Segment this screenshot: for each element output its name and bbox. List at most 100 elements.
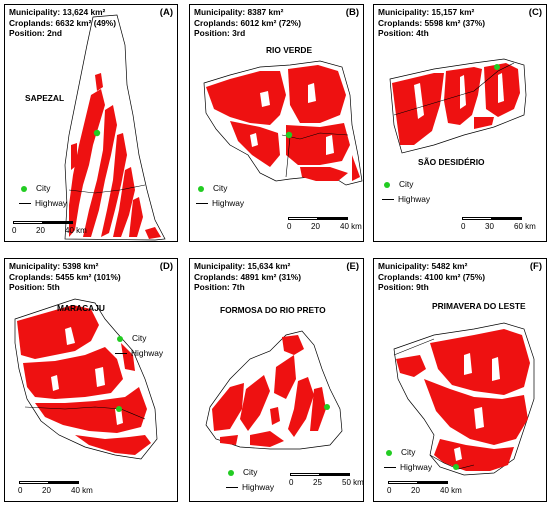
legend-city-label: City	[132, 333, 147, 343]
scale-tick: 0	[12, 226, 17, 235]
scale-bar: 0 20 40 km	[287, 217, 362, 233]
panel-stats: Municipality: 5482 km² Croplands: 4100 k…	[378, 261, 485, 293]
cropland-area: Croplands: 4891 km² (31%)	[194, 271, 302, 282]
city-marker	[453, 464, 459, 470]
scale-tick: 25	[313, 478, 322, 487]
legend-highway-label: Highway	[212, 198, 245, 208]
maracaju-gaps	[51, 327, 123, 425]
legend-highway-label: Highway	[35, 198, 68, 208]
panel-letter: (E)	[346, 261, 359, 272]
city-legend-icon	[384, 181, 390, 188]
scale-tick: 20	[411, 486, 420, 495]
sao-desiderio-map	[389, 58, 527, 154]
cropland-area: Croplands: 5455 km² (101%)	[9, 271, 121, 282]
municipality-area: Municipality: 15,634 km²	[194, 261, 291, 271]
primavera-do-leste-map	[393, 322, 535, 476]
municipality-name: MARACAJU	[57, 303, 105, 313]
sapezal-map	[64, 14, 166, 241]
highway-legend-icon	[19, 203, 31, 204]
map-legend: City Highway	[115, 331, 163, 361]
rank-position: Position: 5th	[9, 282, 60, 292]
cropland-area: Croplands: 6012 km² (72%)	[194, 17, 302, 28]
cropland-area: Croplands: 6632 km² (49%)	[9, 17, 117, 28]
scale-tick: 0	[387, 486, 392, 495]
city-marker	[324, 404, 330, 410]
panel-letter: (F)	[529, 261, 542, 272]
cropland-area: Croplands: 4100 km² (75%)	[378, 271, 486, 282]
primavera-do-leste-highway	[393, 338, 475, 470]
panel-stats: Municipality: 15,634 km² Croplands: 4891…	[194, 261, 301, 293]
city-marker	[93, 129, 101, 137]
sapezal-highway	[68, 184, 146, 194]
legend-city-label: City	[36, 183, 51, 193]
sao-desiderio-highway	[393, 62, 515, 116]
municipality-name: SÃO DESIDÉRIO	[418, 157, 485, 167]
panel-letter: (A)	[159, 7, 173, 18]
formosa-do-rio-preto-boundary	[205, 330, 343, 450]
scale-tick: 40 km	[440, 486, 462, 495]
scale-tick: 30	[485, 222, 494, 231]
city-marker	[285, 131, 293, 139]
municipality-area: Municipality: 8387 km²	[194, 7, 284, 17]
sapezal-croplands	[69, 73, 161, 239]
scale-bar: 0 25 50 km	[289, 473, 363, 489]
map-legend: City Highway	[382, 177, 430, 207]
formosa-do-rio-preto-croplands	[212, 335, 326, 447]
municipality-area: Municipality: 5398 km²	[9, 261, 99, 271]
municipality-name: PRIMAVERA DO LESTE	[432, 301, 526, 311]
legend-city-label: City	[243, 467, 258, 477]
panel-letter: (B)	[345, 7, 359, 18]
legend-city-label: City	[213, 183, 228, 193]
rank-position: Position: 7th	[194, 282, 245, 292]
scale-tick: 60 km	[514, 222, 536, 231]
municipality-name: SAPEZAL	[25, 93, 65, 103]
rank-position: Position: 2nd	[9, 28, 63, 38]
scale-tick: 40 km	[340, 222, 362, 231]
scale-tick: 40 km	[65, 226, 87, 235]
municipality-area: Municipality: 15,157 km²	[378, 7, 475, 17]
city-legend-icon	[386, 449, 392, 456]
scale-tick: 50 km	[342, 478, 364, 487]
municipality-area: Municipality: 5482 km²	[378, 261, 468, 271]
map-panel-a: Municipality: 13,624 km² Croplands: 6632…	[4, 4, 178, 242]
municipality-area: Municipality: 13,624 km²	[9, 7, 106, 17]
city-marker	[116, 406, 122, 412]
rank-position: Position: 4th	[378, 28, 429, 38]
scale-tick: 0	[289, 478, 294, 487]
sao-desiderio-gaps	[414, 73, 504, 119]
scale-tick: 20	[42, 486, 51, 495]
panel-stats: Municipality: 13,624 km² Croplands: 6632…	[9, 7, 116, 39]
city-marker	[494, 64, 500, 70]
highway-legend-icon	[196, 203, 208, 204]
scale-tick: 0	[18, 486, 23, 495]
highway-legend-icon	[382, 199, 394, 200]
scale-bar: 0 20 40 km	[387, 481, 462, 497]
formosa-do-rio-preto-map	[205, 330, 343, 450]
rank-position: Position: 3rd	[194, 28, 246, 38]
scale-tick: 40 km	[71, 486, 93, 495]
panel-stats: Municipality: 15,157 km² Croplands: 5598…	[378, 7, 485, 39]
rio-verde-gaps	[250, 83, 334, 155]
maracaju-map	[14, 298, 158, 460]
panel-stats: Municipality: 5398 km² Croplands: 5455 k…	[9, 261, 121, 293]
scale-tick: 20	[36, 226, 45, 235]
highway-legend-icon	[384, 467, 396, 468]
map-panel-f: Municipality: 5482 km² Croplands: 4100 k…	[373, 258, 547, 502]
cropland-area: Croplands: 5598 km² (37%)	[378, 17, 486, 28]
legend-city-label: City	[401, 447, 416, 457]
legend-highway-label: Highway	[131, 348, 164, 358]
city-legend-icon	[228, 469, 234, 476]
scale-bar: 0 20 40 km	[18, 481, 93, 497]
map-legend: City Highway	[226, 465, 274, 495]
city-legend-icon	[117, 335, 123, 342]
map-panel-b: Municipality: 8387 km² Croplands: 6012 k…	[189, 4, 364, 242]
legend-highway-label: Highway	[400, 462, 433, 472]
city-legend-icon	[198, 185, 204, 192]
highway-legend-icon	[226, 487, 238, 488]
map-panel-e: Municipality: 15,634 km² Croplands: 4891…	[189, 258, 364, 502]
scale-tick: 20	[311, 222, 320, 231]
panel-letter: (C)	[528, 7, 542, 18]
map-legend: City Highway	[196, 181, 244, 211]
maracaju-highway	[24, 406, 146, 420]
scale-tick: 0	[287, 222, 292, 231]
